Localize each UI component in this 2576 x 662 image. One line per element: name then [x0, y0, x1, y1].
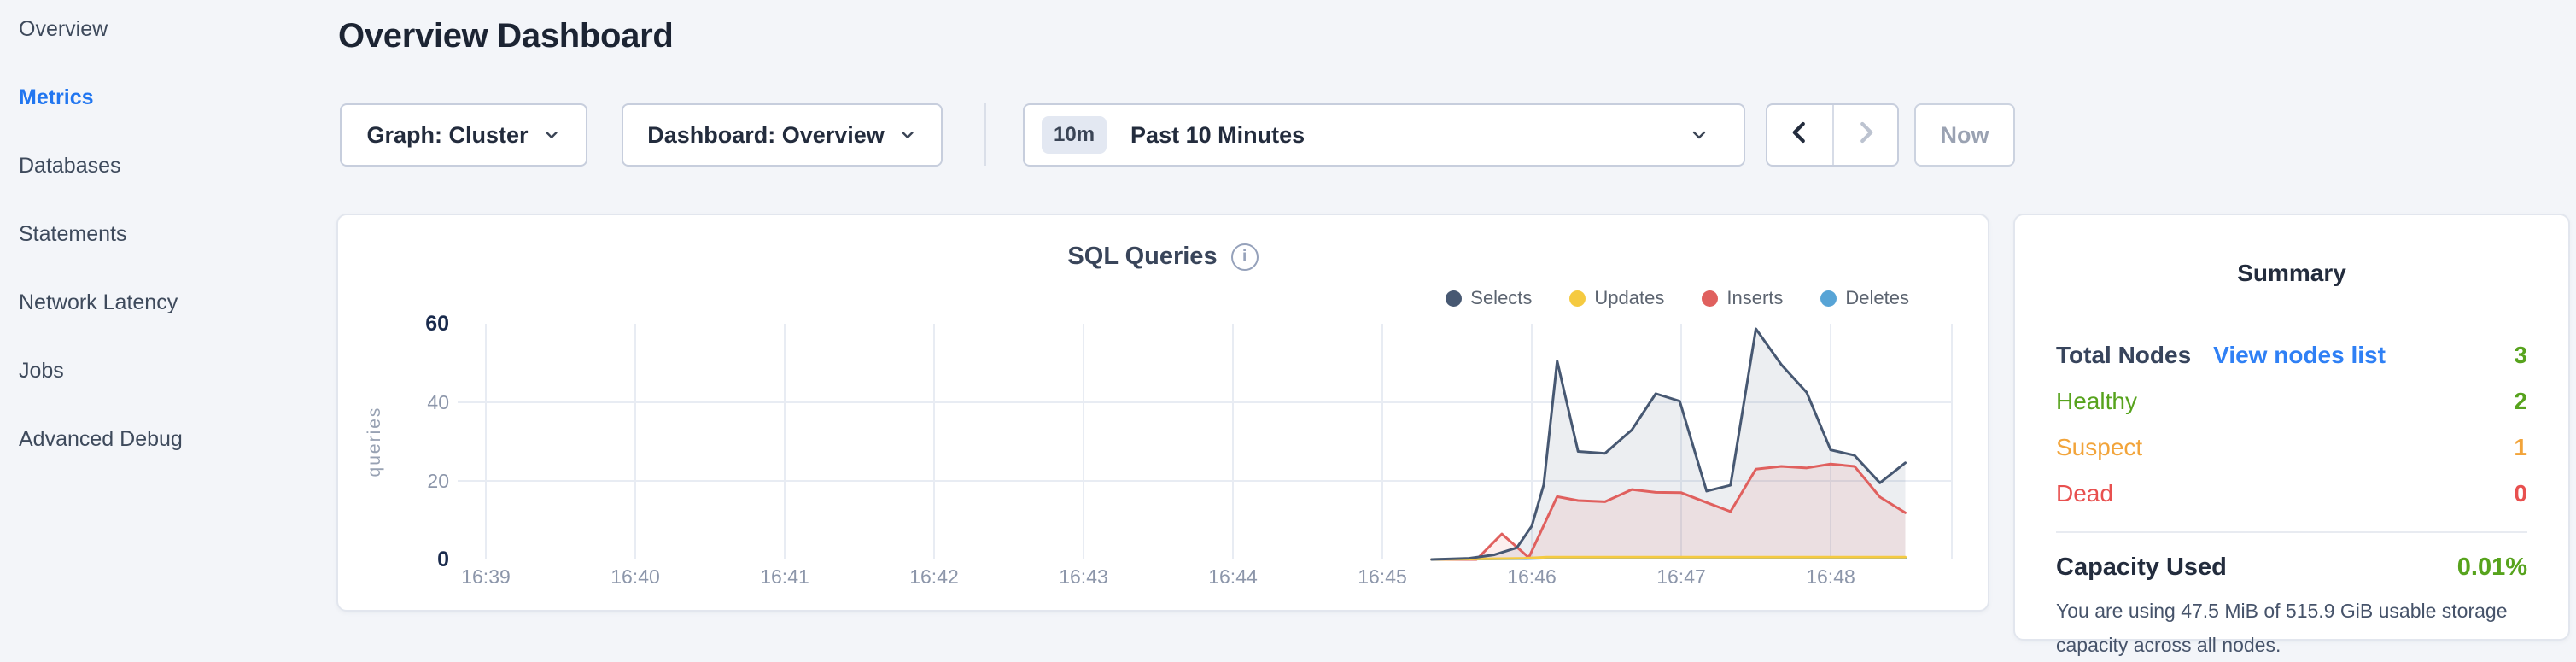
graph-dropdown-label: Graph: Cluster [366, 121, 529, 148]
legend-label: Inserts [1726, 287, 1784, 308]
chart-legend: Selects Updates Inserts Deletes [1446, 287, 1909, 309]
y-axis-tick: 40 [427, 391, 449, 413]
legend-item-inserts[interactable]: Inserts [1702, 287, 1783, 309]
legend-item-selects[interactable]: Selects [1446, 287, 1532, 309]
toolbar-divider [984, 103, 986, 166]
chevron-right-icon [1853, 120, 1878, 151]
total-nodes-label: Total Nodes [2056, 342, 2192, 368]
view-nodes-list-link[interactable]: View nodes list [2213, 342, 2386, 368]
chart-header: SQL Queries i [338, 243, 1988, 271]
sidebar: Overview Metrics Databases Statements Networ… [0, 0, 333, 624]
x-axis-tick: 16:42 [909, 565, 959, 588]
legend-label: Selects [1470, 287, 1533, 308]
x-axis-tick: 16:47 [1656, 565, 1706, 588]
x-axis-tick: 16:41 [760, 565, 809, 588]
capacity-used-label: Capacity Used [2056, 554, 2227, 581]
time-prev-button[interactable] [1767, 105, 1832, 165]
x-axis-tick: 16:45 [1358, 565, 1407, 588]
legend-label: Updates [1594, 287, 1665, 308]
y-axis-tick: 60 [425, 312, 449, 336]
total-nodes-row: Total Nodes View nodes list 3 [2056, 342, 2527, 369]
x-axis-tick: 16:48 [1806, 565, 1855, 588]
x-axis-tick: 16:43 [1059, 565, 1108, 588]
status-value: 2 [2514, 388, 2527, 414]
capacity-used-value: 0.01% [2456, 554, 2527, 581]
total-nodes-value: 3 [2514, 342, 2527, 368]
chevron-down-icon [542, 126, 561, 144]
status-label: Healthy [2056, 388, 2137, 414]
dashboard-dropdown[interactable]: Dashboard: Overview [622, 103, 943, 167]
capacity-row: Capacity Used 0.01% [2056, 554, 2527, 582]
y-axis-tick: 0 [437, 548, 449, 571]
sidebar-item-databases[interactable]: Databases [19, 154, 121, 178]
sidebar-item-overview[interactable]: Overview [19, 17, 108, 41]
time-step-control [1766, 103, 1899, 167]
y-axis-label: queries [365, 407, 384, 477]
legend-item-updates[interactable]: Updates [1569, 287, 1664, 309]
chevron-down-icon [1689, 125, 1709, 145]
summary-row-healthy: Healthy 2 [2056, 388, 2527, 415]
status-value: 1 [2514, 434, 2527, 460]
x-axis-tick: 16:46 [1507, 565, 1557, 588]
sidebar-item-statements[interactable]: Statements [19, 222, 127, 246]
dashboard-dropdown-label: Dashboard: Overview [647, 121, 885, 148]
x-axis-tick: 16:39 [461, 565, 511, 588]
chart-title: SQL Queries [1067, 243, 1218, 270]
capacity-note: You are using 47.5 MiB of 515.9 GiB usab… [2056, 600, 2508, 656]
time-range-selector[interactable]: 10m Past 10 Minutes [1023, 103, 1745, 167]
summary-panel: Summary Total Nodes View nodes list 3 He… [2013, 214, 2570, 656]
legend-label: Deletes [1845, 287, 1909, 308]
legend-swatch-icon [1702, 290, 1719, 307]
sql-queries-chart[interactable]: 16:39 16:40 16:41 16:42 16:43 16:44 16:45 16:46… [338, 215, 1991, 613]
graph-dropdown[interactable]: Graph: Cluster [340, 103, 587, 167]
summary-row-suspect: Suspect 1 [2056, 434, 2527, 461]
status-label: Dead [2056, 480, 2113, 507]
summary-row-dead: Dead 0 [2056, 480, 2527, 507]
sidebar-item-network-latency[interactable]: Network Latency [19, 290, 178, 314]
info-icon[interactable]: i [1230, 243, 1259, 271]
y-axis-tick: 20 [427, 470, 449, 492]
legend-swatch-icon [1446, 290, 1463, 307]
page-title: Overview Dashboard [338, 17, 674, 55]
chevron-left-icon [1787, 120, 1813, 151]
sidebar-item-advanced-debug[interactable]: Advanced Debug [19, 427, 183, 451]
legend-item-deletes[interactable]: Deletes [1820, 287, 1909, 309]
legend-swatch-icon [1820, 290, 1837, 307]
summary-divider [2056, 531, 2527, 533]
x-axis-tick: 16:40 [610, 565, 660, 588]
status-label: Suspect [2056, 434, 2143, 460]
time-next-button[interactable] [1832, 105, 1897, 165]
x-axis-tick: 16:44 [1208, 565, 1258, 588]
time-range-label: Past 10 Minutes [1130, 121, 1306, 148]
legend-swatch-icon [1569, 290, 1586, 307]
summary-title: Summary [2237, 260, 2346, 286]
time-range-badge: 10m [1042, 116, 1107, 154]
status-value: 0 [2514, 480, 2527, 507]
now-button[interactable]: Now [1914, 103, 2015, 167]
chevron-down-icon [898, 126, 917, 144]
sidebar-item-jobs[interactable]: Jobs [19, 359, 64, 383]
sql-queries-card: SQL Queries i Selects Updates Inserts Delet… [336, 214, 1989, 612]
sidebar-item-metrics[interactable]: Metrics [19, 85, 94, 109]
